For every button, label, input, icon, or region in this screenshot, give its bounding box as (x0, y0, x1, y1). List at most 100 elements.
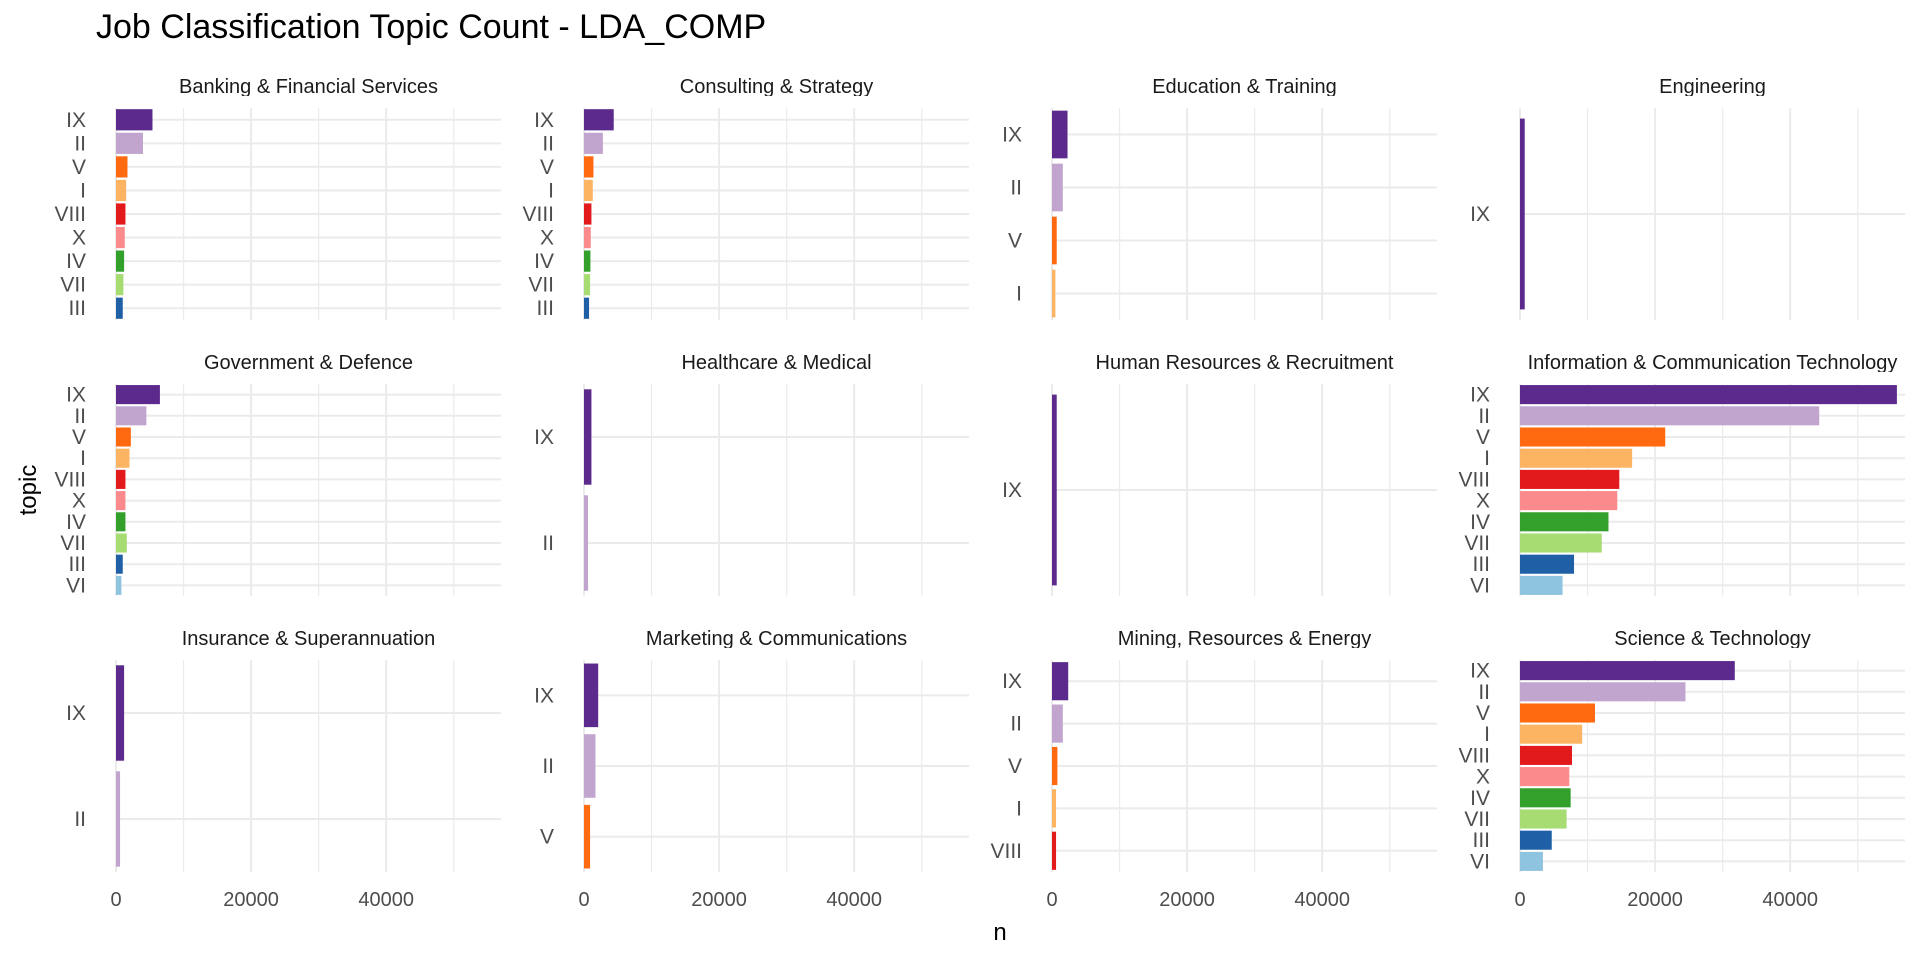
bar[interactable] (1052, 394, 1057, 586)
bar[interactable] (116, 274, 124, 296)
bar[interactable] (1520, 830, 1552, 850)
bar[interactable] (116, 575, 122, 595)
bar[interactable] (1052, 789, 1057, 828)
y-tick-label: VIII (990, 840, 1022, 863)
facet-title: Marketing & Communications (646, 628, 907, 650)
y-tick-label: II (542, 755, 554, 778)
bar[interactable] (584, 734, 596, 798)
y-tick-label: VIII (1458, 744, 1490, 767)
y-tick-label: X (72, 490, 86, 513)
bar[interactable] (116, 406, 147, 426)
bar[interactable] (584, 179, 593, 202)
bar[interactable] (116, 132, 144, 154)
bar[interactable] (1520, 385, 1897, 405)
bar[interactable] (584, 804, 591, 869)
bar[interactable] (584, 495, 589, 591)
bar[interactable] (116, 297, 123, 319)
bar[interactable] (1520, 724, 1583, 744)
y-tick-label: IX (1470, 203, 1490, 226)
bar[interactable] (1052, 163, 1063, 212)
bar[interactable] (116, 533, 127, 553)
bar[interactable] (116, 491, 126, 511)
bar[interactable] (1520, 745, 1573, 765)
y-tick-label: II (1478, 405, 1490, 428)
bar[interactable] (1520, 682, 1686, 702)
y-tick-label: VIII (54, 203, 86, 226)
bar[interactable] (1052, 704, 1063, 743)
bar[interactable] (1520, 703, 1595, 723)
y-axis-title: topic (15, 465, 42, 516)
bar[interactable] (116, 203, 126, 225)
bar[interactable] (584, 132, 603, 154)
bar[interactable] (1052, 662, 1069, 701)
bar[interactable] (1520, 851, 1543, 871)
y-tick-label: VI (1470, 850, 1490, 873)
facet-title: Consulting & Strategy (680, 76, 873, 98)
bar[interactable] (1520, 469, 1620, 489)
bar[interactable] (584, 156, 594, 178)
bar[interactable] (1520, 448, 1633, 468)
bar[interactable] (1052, 746, 1058, 786)
bar[interactable] (584, 203, 592, 225)
bar[interactable] (116, 448, 130, 468)
bar[interactable] (1052, 269, 1056, 318)
y-tick-label: V (1008, 755, 1022, 778)
x-tick-label: 0 (578, 889, 589, 911)
y-tick-label: III (68, 553, 86, 576)
bar[interactable] (584, 250, 591, 272)
y-tick-label: II (74, 405, 86, 428)
bar[interactable] (1052, 110, 1068, 159)
bar[interactable] (584, 297, 590, 319)
bar[interactable] (584, 109, 614, 131)
bar[interactable] (116, 771, 121, 867)
bar[interactable] (1520, 788, 1571, 808)
y-tick-label: IX (1002, 479, 1022, 502)
bar[interactable] (1520, 575, 1563, 595)
y-tick-label: IX (66, 109, 86, 132)
bar[interactable] (116, 665, 125, 761)
y-tick-label: VII (60, 274, 86, 297)
bar[interactable] (1520, 512, 1609, 532)
bar[interactable] (116, 250, 125, 272)
bar[interactable] (1052, 831, 1057, 870)
y-tick-label: IX (66, 384, 86, 407)
bar[interactable] (1520, 554, 1575, 574)
y-tick-label: VI (66, 574, 86, 597)
bar[interactable] (116, 469, 126, 489)
bar[interactable] (1520, 427, 1666, 447)
bar[interactable] (116, 109, 153, 131)
bar[interactable] (1520, 661, 1735, 681)
y-tick-label: IX (1002, 670, 1022, 693)
x-tick-label: 0 (110, 889, 121, 911)
y-tick-label: VII (1464, 808, 1490, 831)
x-tick-label: 40000 (1762, 889, 1818, 911)
bar[interactable] (584, 226, 591, 249)
x-tick-label: 40000 (826, 889, 882, 911)
y-tick-label: IX (534, 684, 554, 707)
y-tick-label: I (80, 179, 86, 202)
bar[interactable] (1520, 767, 1570, 787)
y-tick-label: I (1484, 723, 1490, 746)
bar[interactable] (1520, 809, 1567, 829)
bar[interactable] (116, 156, 128, 178)
bar[interactable] (1520, 533, 1602, 553)
bar[interactable] (116, 427, 131, 447)
y-tick-label: VII (1464, 532, 1490, 555)
bar[interactable] (116, 179, 127, 202)
x-tick-label: 20000 (223, 889, 279, 911)
bar[interactable] (116, 385, 160, 405)
bar[interactable] (1052, 216, 1057, 265)
y-tick-label: IV (1470, 787, 1490, 810)
bar[interactable] (584, 389, 592, 485)
bar[interactable] (1520, 406, 1820, 426)
bar[interactable] (584, 274, 591, 296)
bar[interactable] (1520, 118, 1525, 310)
bar[interactable] (1520, 491, 1618, 511)
bar[interactable] (116, 554, 123, 574)
y-tick-label: IV (534, 250, 554, 273)
facet-title: Banking & Financial Services (179, 76, 438, 98)
bar[interactable] (584, 663, 599, 728)
bar[interactable] (116, 226, 125, 249)
bar[interactable] (116, 512, 126, 532)
